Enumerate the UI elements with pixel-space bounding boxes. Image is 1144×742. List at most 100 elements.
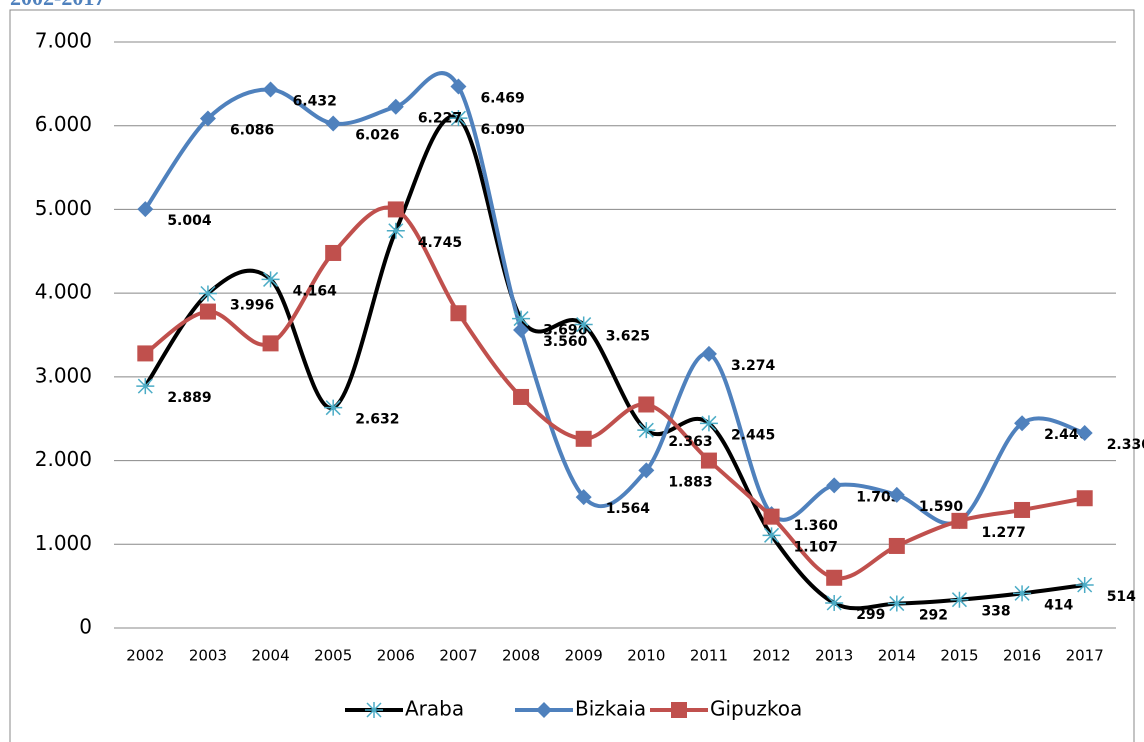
- data-label: 3.560: [543, 334, 588, 350]
- marker: [325, 244, 342, 261]
- x-tick-label: 2005: [314, 647, 352, 665]
- x-tick-label: 2008: [502, 647, 540, 665]
- marker: [387, 98, 404, 115]
- marker: [136, 378, 155, 395]
- marker: [137, 345, 154, 362]
- data-label: 514: [1107, 589, 1136, 605]
- data-label: 292: [919, 608, 948, 624]
- marker: [262, 81, 279, 98]
- marker: [826, 569, 843, 586]
- x-tick-label: 2015: [940, 647, 978, 665]
- marker: [137, 201, 154, 218]
- marker: [1014, 415, 1031, 432]
- chart-title: 2002-2017: [10, 0, 105, 10]
- data-label: 2.889: [167, 390, 211, 406]
- y-tick-label: 2.000: [35, 447, 92, 471]
- marker: [700, 345, 717, 362]
- data-label: 6.090: [480, 122, 525, 138]
- marker: [638, 462, 655, 479]
- x-tick-label: 2016: [1003, 647, 1041, 665]
- marker: [950, 591, 969, 608]
- marker: [262, 335, 279, 352]
- marker: [887, 595, 906, 612]
- x-tick-label: 2017: [1066, 647, 1104, 665]
- legend-marker: [365, 702, 383, 718]
- y-tick-label: 0: [79, 615, 92, 639]
- x-tick-label: 2010: [627, 647, 665, 665]
- data-label: 3.625: [606, 329, 650, 345]
- x-tick-label: 2014: [878, 647, 916, 665]
- marker: [1076, 424, 1093, 441]
- marker: [1013, 585, 1032, 602]
- data-label: 3.274: [731, 358, 776, 374]
- x-tick-label: 2013: [815, 647, 853, 665]
- data-label: 3.996: [230, 297, 274, 313]
- marker: [325, 115, 342, 132]
- marker: [1075, 576, 1094, 593]
- marker: [637, 422, 656, 439]
- marker: [512, 310, 531, 327]
- data-label: 2.445: [731, 427, 775, 443]
- marker: [449, 110, 468, 127]
- data-label: 1.590: [919, 499, 964, 515]
- data-label: 6.432: [293, 94, 337, 110]
- data-label: 1.883: [668, 474, 712, 490]
- marker: [575, 430, 592, 447]
- marker: [1076, 490, 1093, 507]
- marker: [513, 321, 530, 338]
- marker: [763, 508, 780, 525]
- legend-label: Bizkaia: [575, 697, 646, 721]
- marker: [888, 486, 905, 503]
- marker: [699, 415, 718, 432]
- x-tick-label: 2006: [377, 647, 415, 665]
- data-label: 2.363: [668, 434, 712, 450]
- marker: [324, 399, 343, 416]
- marker: [951, 512, 968, 529]
- marker: [826, 477, 843, 494]
- marker: [450, 78, 467, 95]
- x-tick-label: 2003: [189, 647, 227, 665]
- legend-marker: [671, 702, 687, 718]
- data-label: 299: [856, 607, 885, 623]
- marker: [387, 201, 404, 218]
- marker: [574, 316, 593, 333]
- legend-label: Araba: [405, 697, 464, 721]
- data-label: 4.164: [293, 283, 338, 299]
- data-label: 6.469: [480, 90, 524, 106]
- y-tick-label: 6.000: [35, 112, 92, 136]
- series-line: [143, 71, 1086, 526]
- marker: [700, 452, 717, 469]
- data-label: 6.086: [230, 123, 274, 139]
- x-tick-label: 2009: [565, 647, 603, 665]
- data-label: 1.107: [794, 539, 838, 555]
- chart-frame: [9, 9, 1135, 742]
- data-label: 4.745: [418, 235, 462, 251]
- legend-marker: [536, 702, 552, 718]
- data-label: 3.696: [543, 323, 587, 339]
- data-label: 1.360: [794, 518, 839, 534]
- x-tick-label: 2007: [439, 647, 477, 665]
- marker: [1014, 501, 1031, 518]
- y-tick-label: 4.000: [35, 280, 92, 304]
- marker: [199, 303, 216, 320]
- data-label: 2.446: [1044, 427, 1088, 443]
- y-tick-label: 5.000: [35, 196, 92, 220]
- data-label: 1.564: [606, 501, 651, 517]
- data-label: 6.026: [355, 128, 399, 144]
- marker: [261, 271, 280, 288]
- data-label: 1.703: [856, 489, 900, 505]
- marker: [513, 388, 530, 405]
- y-tick-label: 7.000: [35, 29, 92, 53]
- data-label: 338: [981, 604, 1010, 620]
- marker: [825, 594, 844, 611]
- marker: [199, 110, 216, 127]
- x-tick-label: 2002: [126, 647, 164, 665]
- marker: [386, 222, 405, 239]
- marker: [888, 537, 905, 554]
- data-label: 414: [1044, 597, 1073, 613]
- series-line: [143, 114, 1085, 611]
- data-label: 6.227: [418, 111, 462, 127]
- marker: [638, 396, 655, 413]
- marker: [762, 527, 781, 544]
- marker: [450, 305, 467, 322]
